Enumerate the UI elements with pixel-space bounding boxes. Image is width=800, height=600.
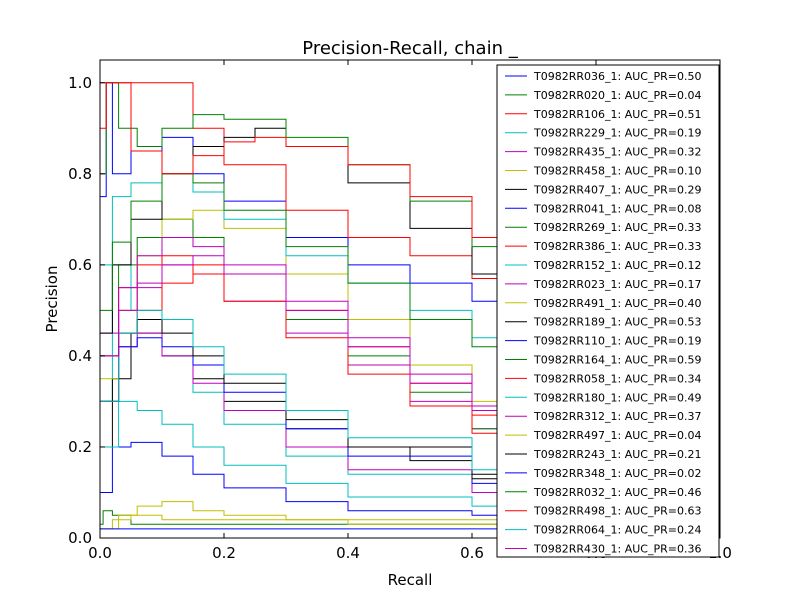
legend-label-13: T0982RR491_1: AUC_PR=0.40 — [533, 297, 701, 310]
legend-label-2: T0982RR020_1: AUC_PR=0.04 — [533, 89, 701, 102]
legend-label-16: T0982RR164_1: AUC_PR=0.59 — [533, 354, 701, 367]
legend-label-20: T0982RR497_1: AUC_PR=0.04 — [533, 429, 701, 442]
legend-label-4: T0982RR229_1: AUC_PR=0.19 — [533, 127, 701, 140]
legend-label-23: T0982RR032_1: AUC_PR=0.46 — [533, 486, 701, 499]
x-axis-label: Recall — [388, 571, 433, 589]
legend-label-14: T0982RR189_1: AUC_PR=0.53 — [533, 316, 701, 329]
legend-label-12: T0982RR023_1: AUC_PR=0.17 — [533, 278, 701, 291]
y-tick-label: 0.6 — [68, 256, 92, 274]
legend-label-8: T0982RR041_1: AUC_PR=0.08 — [533, 202, 701, 215]
legend: T0982RR036_1: AUC_PR=0.50 T0982RR020_1: A… — [496, 64, 720, 558]
legend-label-26: T0982RR430_1: AUC_PR=0.36 — [533, 543, 701, 556]
legend-label-18: T0982RR180_1: AUC_PR=0.49 — [533, 391, 701, 404]
legend-label-21: T0982RR243_1: AUC_PR=0.21 — [533, 448, 701, 461]
legend-label-19: T0982RR312_1: AUC_PR=0.37 — [533, 410, 701, 423]
x-tick-label: 0.2 — [212, 544, 236, 562]
legend-label-25: T0982RR064_1: AUC_PR=0.24 — [533, 524, 701, 537]
y-tick-label: 0.8 — [68, 165, 92, 183]
legend-label-1: T0982RR036_1: AUC_PR=0.50 — [533, 70, 701, 83]
x-tick-label: 0.4 — [336, 544, 360, 562]
legend-label-15: T0982RR110_1: AUC_PR=0.19 — [533, 335, 701, 348]
series-line-11 — [100, 400, 720, 516]
legend-label-11: T0982RR152_1: AUC_PR=0.12 — [533, 259, 701, 272]
x-tick-label: 0.6 — [460, 544, 484, 562]
legend-label-7: T0982RR407_1: AUC_PR=0.29 — [533, 183, 701, 196]
y-axis-label: Precision — [43, 266, 61, 333]
legend-label-22: T0982RR348_1: AUC_PR=0.02 — [533, 467, 701, 480]
y-tick-label: 0.2 — [68, 438, 92, 456]
series-line-20 — [100, 514, 720, 530]
y-tick-label: 1.0 — [68, 74, 92, 92]
legend-label-6: T0982RR458_1: AUC_PR=0.10 — [533, 165, 701, 178]
legend-label-10: T0982RR386_1: AUC_PR=0.33 — [533, 240, 701, 253]
legend-frame — [496, 64, 720, 558]
y-tick-label: 0.0 — [68, 529, 92, 547]
legend-label-3: T0982RR106_1: AUC_PR=0.51 — [533, 108, 701, 121]
x-tick-label: 0.0 — [88, 544, 112, 562]
series-line-8 — [100, 441, 720, 521]
y-tick-label: 0.4 — [68, 347, 92, 365]
legend-label-5: T0982RR435_1: AUC_PR=0.32 — [533, 146, 701, 159]
chart-title: Precision-Recall, chain _ — [302, 38, 518, 59]
legend-label-17: T0982RR058_1: AUC_PR=0.34 — [533, 372, 701, 385]
legend-label-9: T0982RR269_1: AUC_PR=0.33 — [533, 221, 701, 234]
legend-label-24: T0982RR498_1: AUC_PR=0.63 — [533, 505, 701, 518]
plot-frame — [99, 59, 721, 539]
